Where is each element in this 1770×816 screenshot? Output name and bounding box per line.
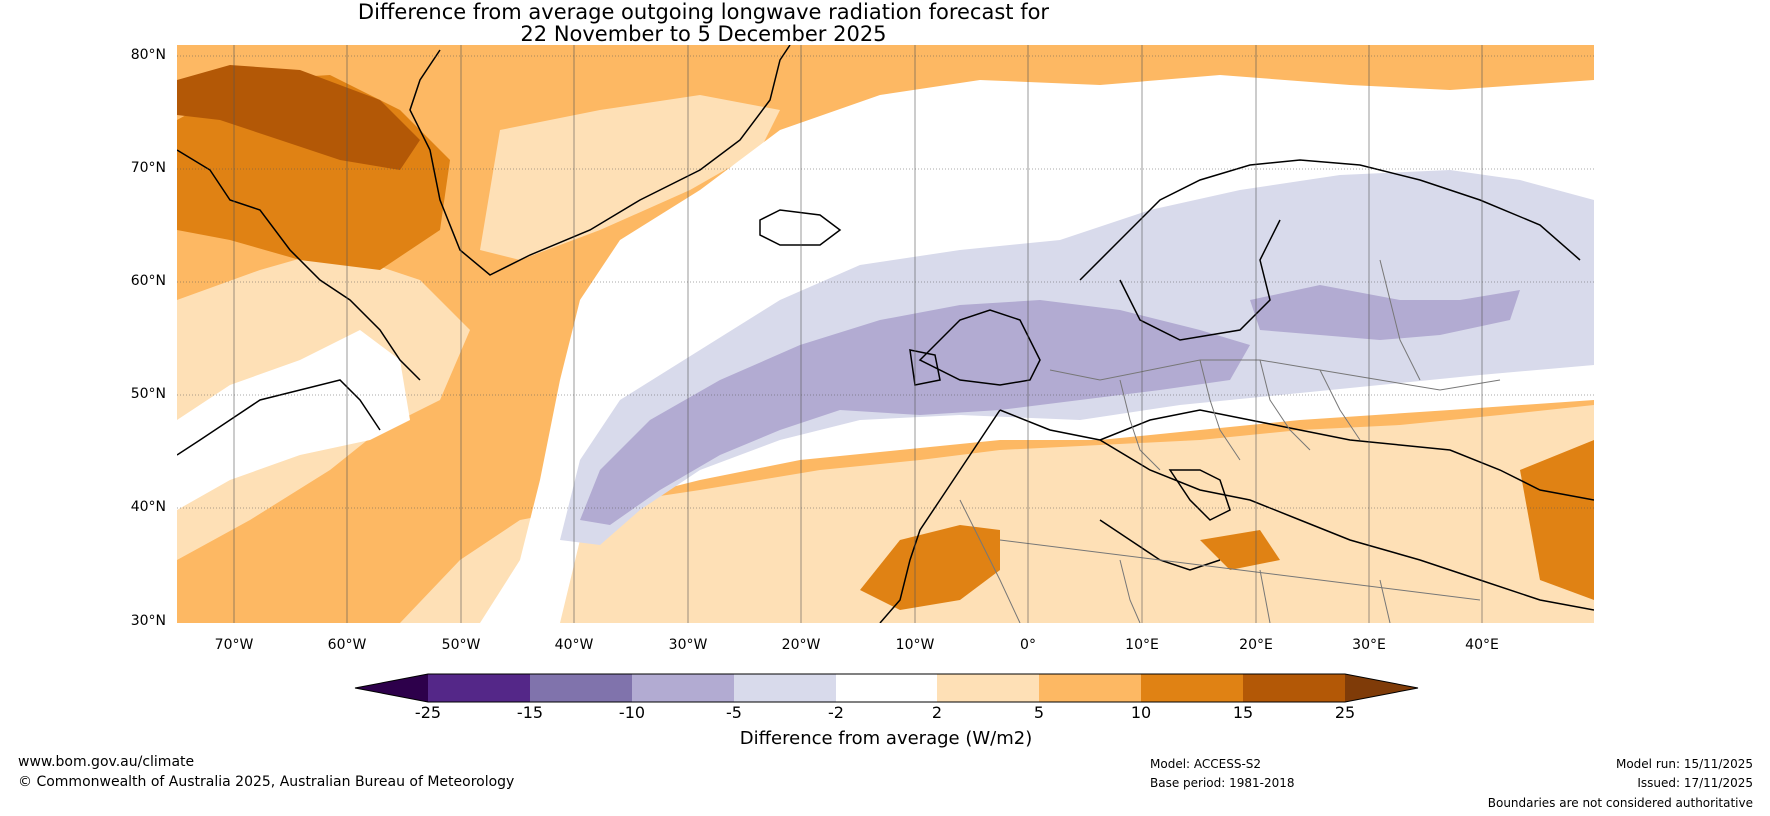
colorbar-tick: 10 xyxy=(1130,703,1152,722)
lon-label: 0° xyxy=(1020,637,1036,653)
issued-text: Issued: 17/11/2025 xyxy=(1637,776,1753,790)
anomaly-region-medium-purple xyxy=(1250,285,1520,340)
colorbar-tick: 15 xyxy=(1232,703,1254,722)
copyright-text: © Commonwealth of Australia 2025, Austra… xyxy=(18,774,515,790)
colorbar-segment xyxy=(1243,674,1345,702)
base-period-text: Base period: 1981-2018 xyxy=(1150,776,1295,790)
colorbar-tick: -5 xyxy=(726,703,742,722)
colorbar-segment xyxy=(734,674,836,702)
website-link[interactable]: www.bom.gov.au/climate xyxy=(18,754,195,770)
lon-label: 60°W xyxy=(327,637,367,653)
chart-title-line1: Difference from average outgoing longwav… xyxy=(357,0,1050,24)
lon-label: 30°E xyxy=(1352,637,1386,653)
lat-label: 80°N xyxy=(130,47,166,63)
colorbar-segment xyxy=(937,674,1039,702)
colorbar-tick: 25 xyxy=(1334,703,1356,722)
disclaimer-text: Boundaries are not considered authoritat… xyxy=(1487,796,1753,810)
colorbar-segment xyxy=(530,674,632,702)
lon-label: 10°E xyxy=(1125,637,1159,653)
colorbar-segment xyxy=(632,674,734,702)
lon-label: 70°W xyxy=(214,637,254,653)
lat-label: 70°N xyxy=(130,160,166,176)
colorbar-extend-low xyxy=(355,674,428,702)
anomaly-region-brown xyxy=(177,65,420,170)
colorbar-tick: -15 xyxy=(516,703,544,722)
model-text: Model: ACCESS-S2 xyxy=(1150,757,1262,771)
lon-label: 20°E xyxy=(1239,637,1273,653)
lon-label: 40°E xyxy=(1465,637,1499,653)
colorbar-tick: 2 xyxy=(931,703,943,722)
anomaly-region-dark-orange xyxy=(860,525,1000,610)
model-run-text: Model run: 15/11/2025 xyxy=(1615,757,1753,771)
colorbar-segment xyxy=(1141,674,1243,702)
lon-label: 30°W xyxy=(668,637,708,653)
anomaly-region-dark-orange xyxy=(1520,440,1594,600)
colorbar-label: Difference from average (W/m2) xyxy=(739,728,1033,749)
lat-label: 50°N xyxy=(130,386,166,402)
colorbar-tick: 5 xyxy=(1033,703,1045,722)
lat-label: 30°N xyxy=(130,613,166,629)
colorbar-tick: -2 xyxy=(828,703,844,722)
colorbar-segment xyxy=(836,674,937,702)
colorbar-segment xyxy=(428,674,530,702)
lon-label: 50°W xyxy=(441,637,481,653)
colorbar-extend-high xyxy=(1345,674,1418,702)
meridians xyxy=(233,45,1483,623)
lon-label: 40°W xyxy=(554,637,594,653)
colorbar-segment xyxy=(1039,674,1141,702)
chart-title-line2: 22 November to 5 December 2025 xyxy=(520,22,887,46)
graticule xyxy=(177,55,1594,509)
anomaly-region-light-orange xyxy=(480,95,780,260)
lat-label: 40°N xyxy=(130,499,166,515)
country-borders xyxy=(959,259,1501,623)
colorbar-tick: -25 xyxy=(414,703,442,722)
anomaly-region-neutral xyxy=(177,330,410,510)
coastlines xyxy=(177,45,1594,623)
lon-label: 20°W xyxy=(781,637,821,653)
lon-label: 10°W xyxy=(895,637,935,653)
colorbar-tick: -10 xyxy=(618,703,646,722)
anomaly-region-light-orange xyxy=(400,405,1594,623)
lat-label: 60°N xyxy=(130,273,166,289)
